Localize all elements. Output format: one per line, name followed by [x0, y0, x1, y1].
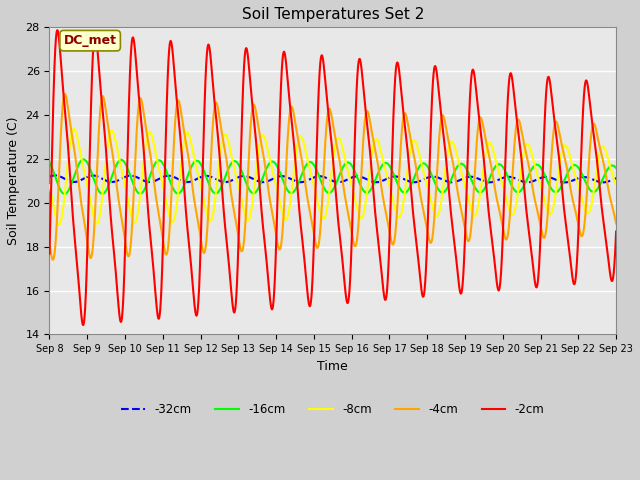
Y-axis label: Soil Temperature (C): Soil Temperature (C)	[7, 117, 20, 245]
Title: Soil Temperatures Set 2: Soil Temperatures Set 2	[242, 7, 424, 22]
Legend: -32cm, -16cm, -8cm, -4cm, -2cm: -32cm, -16cm, -8cm, -4cm, -2cm	[116, 398, 549, 421]
X-axis label: Time: Time	[317, 360, 348, 373]
Text: DC_met: DC_met	[63, 34, 116, 47]
